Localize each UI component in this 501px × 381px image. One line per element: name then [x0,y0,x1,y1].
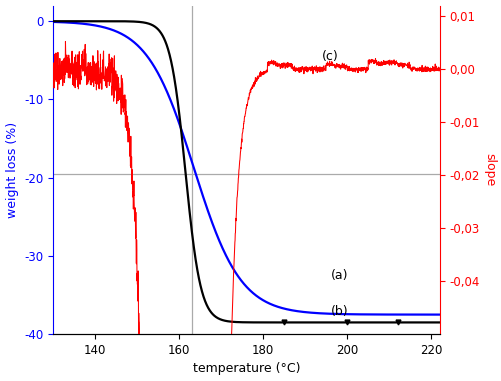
Y-axis label: slope: slope [482,153,495,186]
Y-axis label: weight loss (%): weight loss (%) [6,122,19,218]
Text: (a): (a) [330,269,347,282]
Text: (b): (b) [330,304,347,318]
Text: (c): (c) [321,50,338,62]
X-axis label: temperature (°C): temperature (°C) [192,362,300,375]
